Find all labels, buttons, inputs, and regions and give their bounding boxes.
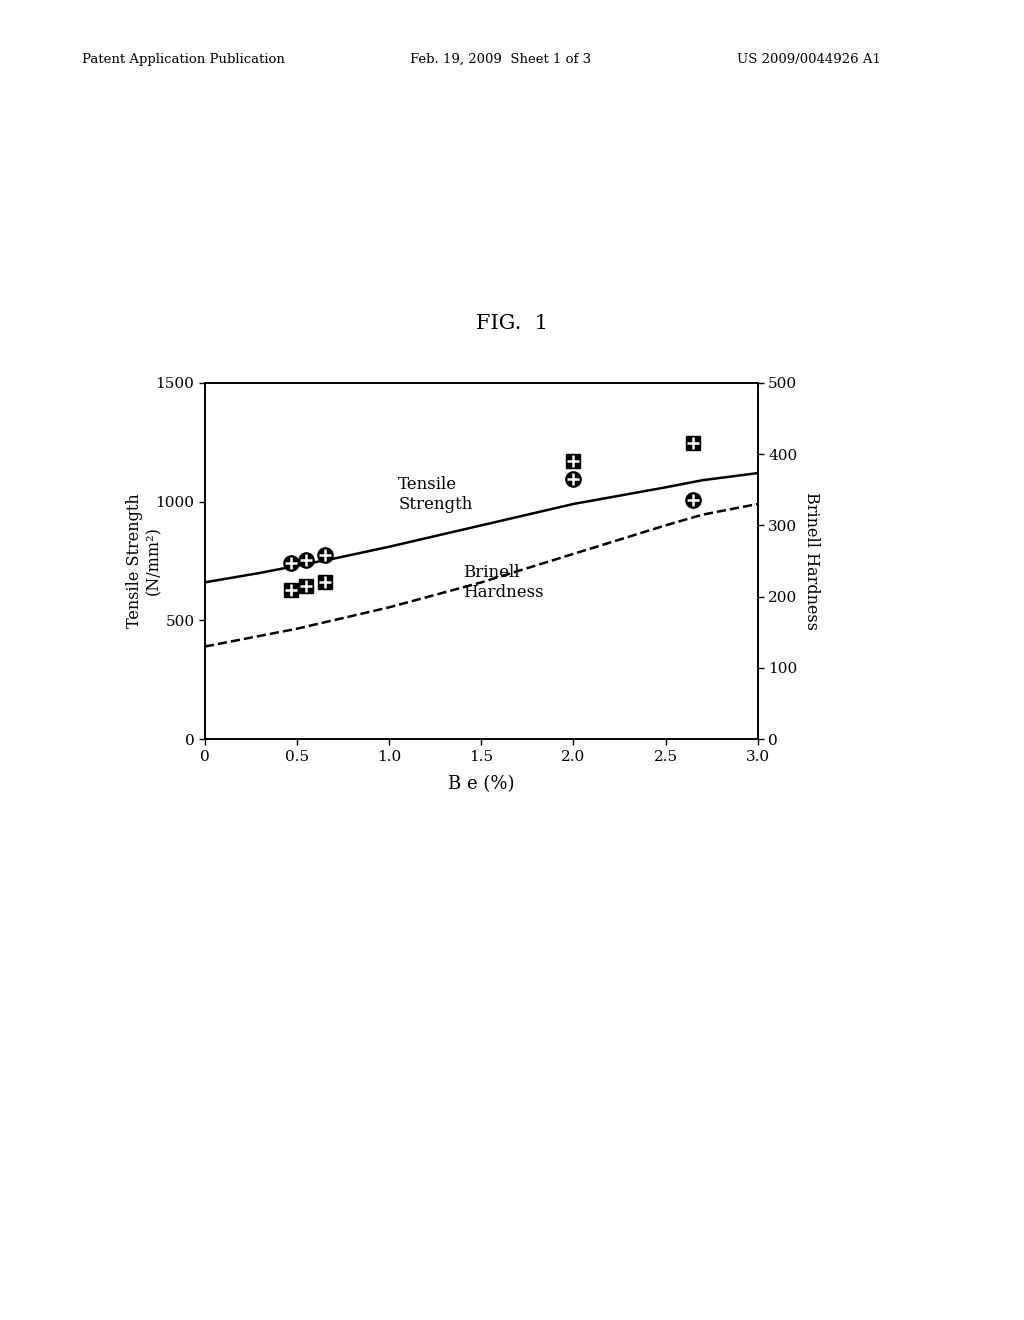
Text: Tensile
Strength: Tensile Strength (398, 477, 473, 512)
X-axis label: B e (%): B e (%) (449, 775, 514, 793)
Text: Brinell
Hardness: Brinell Hardness (463, 564, 544, 601)
Text: FIG.  1: FIG. 1 (476, 314, 548, 333)
Text: US 2009/0044926 A1: US 2009/0044926 A1 (737, 53, 882, 66)
Y-axis label: Tensile Strength
(N/mm²): Tensile Strength (N/mm²) (126, 494, 163, 628)
Text: Feb. 19, 2009  Sheet 1 of 3: Feb. 19, 2009 Sheet 1 of 3 (410, 53, 591, 66)
Text: Patent Application Publication: Patent Application Publication (82, 53, 285, 66)
Y-axis label: Brinell Hardness: Brinell Hardness (803, 492, 820, 630)
